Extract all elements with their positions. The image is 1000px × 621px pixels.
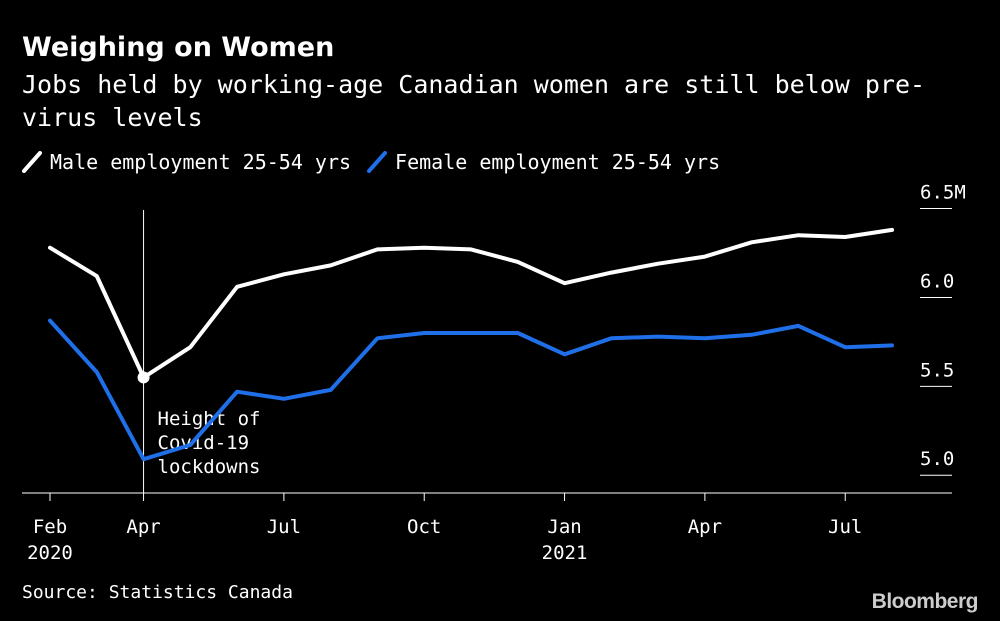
source-note: Source: Statistics Canada — [22, 582, 293, 603]
annotation-text: lockdowns — [158, 456, 261, 478]
x-tick-label: Jan — [547, 516, 581, 538]
x-tick-label: Jul — [267, 516, 301, 538]
x-tick-label: Apr — [126, 516, 160, 538]
series-line-female — [48, 318, 894, 462]
legend: Male employment 25-54 yrs Female employm… — [22, 148, 736, 176]
y-axis-ticks: 5.0 5.5 6.0 6.5M — [920, 182, 966, 476]
series-lines — [48, 227, 894, 462]
x-tick-label: Apr — [688, 516, 722, 538]
x-tick-label: Oct — [407, 516, 441, 538]
x-tick-label: Jul — [828, 516, 862, 538]
legend-label-male: Male employment 25-54 yrs — [50, 150, 352, 174]
chart-title: Weighing on Women — [22, 32, 335, 63]
series-line-male — [48, 227, 894, 380]
y-tick-label: 5.5 — [920, 359, 954, 381]
annotation-point — [137, 371, 150, 384]
x-tick-label: Feb — [33, 516, 67, 538]
annotation-text: Height of — [158, 408, 261, 430]
legend-label-female: Female employment 25-54 yrs — [395, 150, 721, 174]
legend-swatch-female-icon — [367, 151, 388, 173]
bloomberg-logo: Bloomberg — [871, 590, 979, 613]
y-tick-label: 5.0 — [920, 448, 954, 470]
legend-swatch-male-icon — [22, 151, 42, 173]
legend-item-male: Male employment 25-54 yrs — [22, 150, 351, 174]
legend-item-female: Female employment 25-54 yrs — [367, 150, 720, 174]
chart-subtitle: Jobs held by working-age Canadian women … — [22, 70, 926, 132]
x-axis-ticks: Feb 2020 Apr Jul Oct Jan 2021 Apr Jul — [27, 493, 862, 564]
y-tick-label: 6.0 — [920, 270, 954, 292]
x-tick-year-label: 2021 — [542, 542, 588, 564]
x-tick-year-label: 2020 — [27, 542, 73, 564]
y-tick-label: 6.5M — [920, 182, 966, 204]
